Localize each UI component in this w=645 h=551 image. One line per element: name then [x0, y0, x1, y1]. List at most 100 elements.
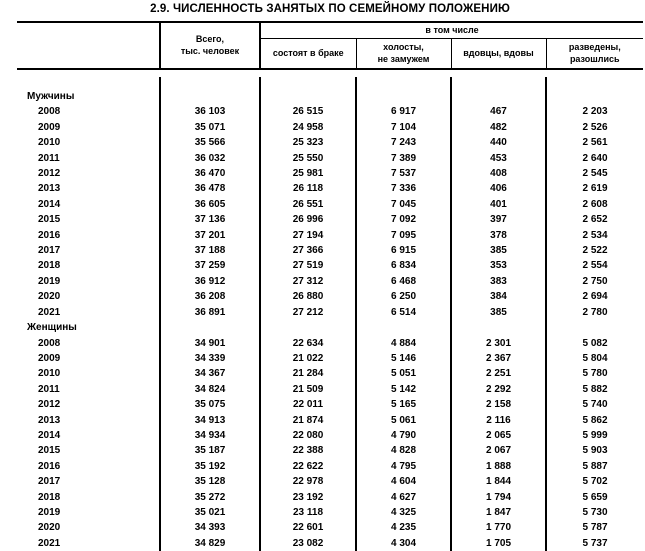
- value-cell: 36 103: [159, 104, 260, 120]
- page: 2.9. ЧИСЛЕННОСТЬ ЗАНЯТЫХ ПО СЕМЕЙНОМУ ПО…: [0, 3, 645, 551]
- header-row-1: Всего, тыс. человек в том числе: [17, 22, 644, 69]
- value-cell: 4 304: [355, 535, 451, 551]
- col-header-total: Всего, тыс. человек: [159, 22, 261, 69]
- value-cell: 35 566: [159, 135, 260, 151]
- value-cell: 1 770: [450, 520, 546, 536]
- table-row-label: 2021: [17, 535, 160, 551]
- table-row-label: 2012: [38, 168, 61, 180]
- marital-status-table: Всего, тыс. человек в том числе состоят …: [17, 21, 644, 551]
- table-row: 2012 35 075 22 011 5 165 2 158 5 740: [17, 397, 644, 413]
- value-cell: 378: [450, 227, 546, 244]
- value-cell: 2 203: [544, 104, 644, 120]
- value-cell: 35 075: [159, 397, 260, 413]
- empty-cell: [17, 77, 160, 89]
- value-cell: 26 118: [259, 181, 356, 197]
- value-cell: 2 067: [450, 443, 546, 459]
- value-cell: 4 604: [355, 474, 451, 490]
- value-cell: 36 605: [159, 196, 260, 213]
- value-cell: 36 478: [159, 181, 260, 197]
- value-cell: 34 934: [159, 427, 260, 444]
- value-cell: 5 882: [544, 381, 644, 398]
- value-cell: 23 192: [259, 489, 356, 505]
- value-cell: 26 515: [259, 104, 356, 120]
- section-row-label: Мужчины: [27, 91, 75, 102]
- value-cell: 2 554: [544, 258, 644, 274]
- value-cell: 1 705: [450, 535, 546, 551]
- empty-cell: [160, 69, 260, 77]
- empty-header-cell: [17, 22, 160, 69]
- value-cell: 21 874: [259, 412, 356, 428]
- value-cell: 21 022: [259, 350, 356, 367]
- value-cell: 2 780: [544, 304, 644, 321]
- table-row: 2016 35 192 22 622 4 795 1 888 5 887: [17, 458, 644, 475]
- value-cell: 1 847: [450, 504, 546, 521]
- table-row: 2018 37 259 27 519 6 834 353 2 554: [17, 258, 644, 274]
- value-cell: 383: [450, 273, 546, 290]
- header-row-2: состоят в браке холосты, не замужем вдов…: [17, 38, 644, 69]
- value-cell: 5 730: [544, 504, 644, 521]
- value-cell: 2 526: [544, 119, 644, 136]
- value-cell: 22 622: [259, 458, 356, 475]
- empty-cell: [546, 69, 643, 77]
- value-cell: 21 509: [259, 381, 356, 398]
- value-cell: 26 996: [259, 212, 356, 228]
- table-row: 2021 34 829 23 082 4 304 1 705 5 737: [17, 535, 644, 551]
- table-row-label: 2016: [38, 460, 61, 472]
- value-cell: 27 519: [259, 258, 356, 274]
- table-row-label: 2015: [38, 214, 61, 226]
- value-cell: 406: [450, 181, 546, 197]
- value-cell: 385: [450, 304, 546, 321]
- value-cell: 7 092: [355, 212, 451, 228]
- value-cell: 2 367: [450, 350, 546, 367]
- value-cell: 408: [450, 166, 546, 182]
- table-row: 2021 36 891 27 212 6 514 385 2 780: [17, 304, 644, 321]
- spacer-row: [17, 77, 644, 89]
- col-header-widowed: вдовцы, вдовы: [450, 38, 546, 69]
- value-cell: 2 619: [544, 181, 644, 197]
- table-row: 2012 36 470 25 981 7 537 408 2 545: [17, 166, 644, 182]
- table-row: 2013 34 913 21 874 5 061 2 116 5 862: [17, 412, 644, 428]
- table-row: 2013 36 478 26 118 7 336 406 2 619: [17, 181, 644, 197]
- value-cell: 5 146: [355, 350, 451, 367]
- value-cell: 24 958: [259, 119, 356, 136]
- value-cell: 453: [450, 150, 546, 167]
- value-cell: 23 118: [259, 504, 356, 521]
- empty-cell: [159, 320, 260, 336]
- value-cell: 25 550: [259, 150, 356, 167]
- value-cell: 37 201: [159, 227, 260, 244]
- table-row: 2017 37 188 27 366 6 915 385 2 522: [17, 243, 644, 259]
- value-cell: 2 694: [544, 289, 644, 305]
- value-cell: 467: [450, 104, 546, 120]
- value-cell: 35 021: [159, 504, 260, 521]
- empty-cell: [259, 77, 356, 89]
- table-row: 2017 35 128 22 978 4 604 1 844 5 702: [17, 474, 644, 490]
- value-cell: 4 235: [355, 520, 451, 536]
- value-cell: 4 790: [355, 427, 451, 444]
- value-cell: 34 901: [159, 335, 260, 351]
- table-row-label: 2018: [38, 260, 61, 272]
- value-cell: 35 272: [159, 489, 260, 505]
- value-cell: 5 061: [355, 412, 451, 428]
- value-cell: 37 188: [159, 243, 260, 259]
- empty-cell: [355, 320, 451, 336]
- value-cell: 2 251: [450, 366, 546, 382]
- value-cell: 5 082: [544, 335, 644, 351]
- value-cell: 2 750: [544, 273, 644, 290]
- table-row: 2010 34 367 21 284 5 051 2 251 5 780: [17, 366, 644, 382]
- value-cell: 6 834: [355, 258, 451, 274]
- col-header-married: состоят в браке: [272, 47, 344, 58]
- section-row-label: Женщины: [27, 322, 77, 334]
- value-cell: 2 534: [544, 227, 644, 244]
- value-cell: 21 284: [259, 366, 356, 382]
- value-cell: 6 250: [355, 289, 451, 305]
- empty-cell: [259, 89, 356, 105]
- table-row: 2020 34 393 22 601 4 235 1 770 5 787: [17, 520, 644, 536]
- page-title: 2.9. ЧИСЛЕННОСТЬ ЗАНЯТЫХ ПО СЕМЕЙНОМУ ПО…: [150, 3, 510, 15]
- empty-cell: [544, 320, 644, 336]
- value-cell: 7 336: [355, 181, 451, 197]
- value-cell: 5 165: [355, 397, 451, 413]
- table-row-label: 2015: [38, 445, 61, 457]
- value-cell: 27 212: [259, 304, 356, 321]
- value-cell: 2 065: [450, 427, 546, 444]
- value-cell: 1 888: [450, 458, 546, 475]
